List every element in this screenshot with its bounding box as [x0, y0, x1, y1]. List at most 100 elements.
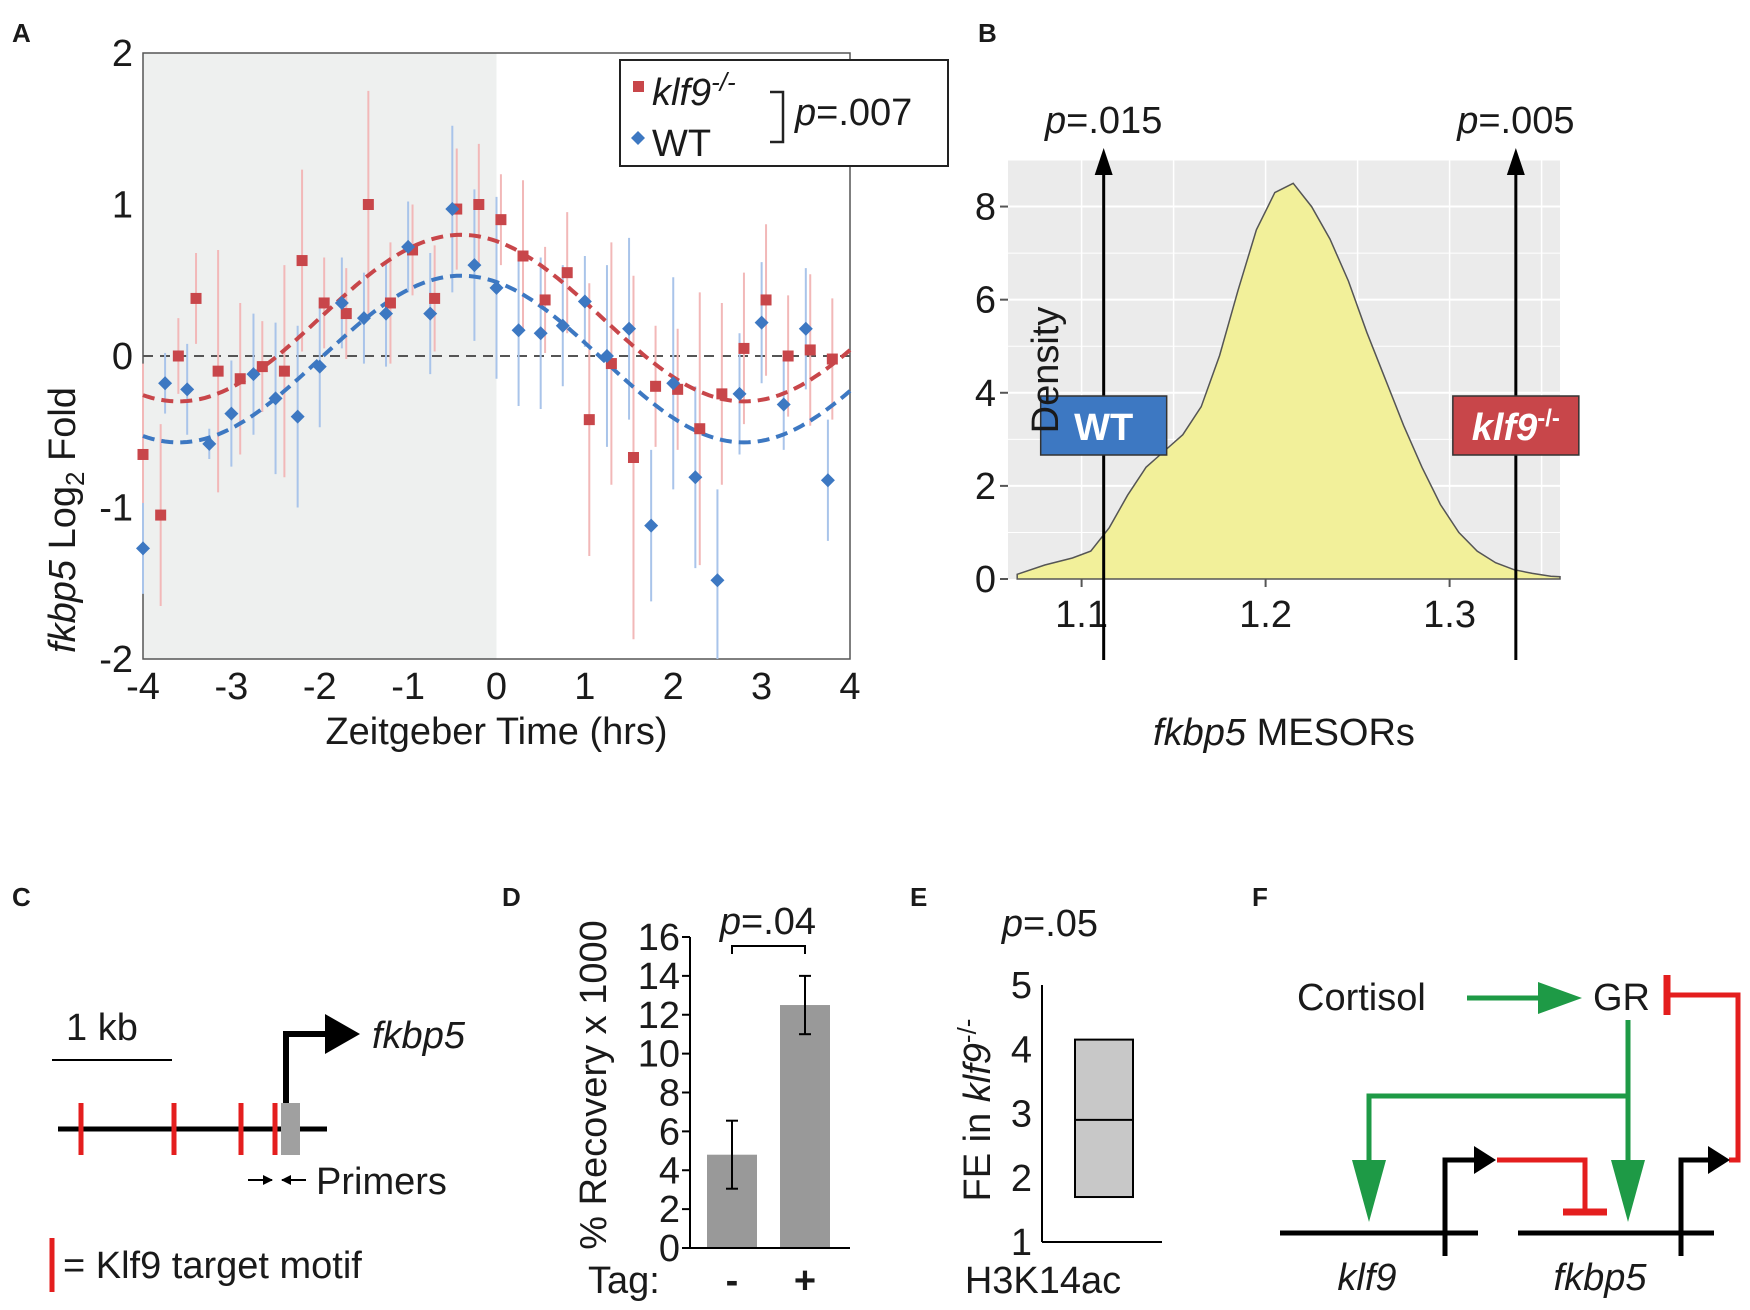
data-point-klf9 [362, 199, 374, 210]
y-tick-label: 4 [975, 373, 996, 415]
data-point-wt [599, 349, 614, 363]
data-point-klf9 [340, 308, 352, 320]
panel-a-scatter-chart: 2 1 0 -1 -2 -4 -3 -2 -1 0 1 2 3 4 Zeitgeber Time (hr… [42, 33, 949, 753]
panel-b-density-chart: 8 6 4 2 0 1.1 1.2 1.3 p=.015 WT p=.005 klf9-/- De… [975, 100, 1580, 754]
x-tick-label: -3 [214, 666, 248, 708]
density-curve [1016, 182, 1561, 580]
panel-label-c: C [12, 882, 31, 912]
x-tick-label: 1.2 [1239, 594, 1292, 636]
marker-label: klf9-/- [1472, 405, 1560, 449]
data-point-wt [445, 202, 460, 217]
data-point-klf9 [561, 267, 573, 279]
gr-label: GR [1593, 977, 1650, 1019]
fkbp5-promoter-arrow [1678, 1157, 1708, 1233]
category-label: - [726, 1260, 739, 1302]
data-point-klf9 [212, 365, 224, 377]
y-tick-label: 0 [975, 559, 996, 601]
pvalue-label: p=.005 [1456, 100, 1574, 142]
x-axis-label: fkbp5 MESORs [1153, 712, 1415, 754]
y-tick-label: 12 [638, 995, 680, 1037]
primers-label: Primers [316, 1161, 447, 1203]
data-point-klf9 [738, 342, 750, 354]
data-point-wt [290, 409, 305, 424]
klf9-promoter-arrow [1442, 1157, 1474, 1233]
panel-label-d: D [502, 882, 521, 912]
x-axis-label: Zeitgeber Time (hrs) [325, 711, 667, 753]
box [1074, 1038, 1134, 1199]
data-point-klf9 [826, 353, 838, 365]
data-point-wt [423, 306, 438, 321]
cortisol-to-gr-arrowhead [1538, 982, 1582, 1014]
data-point-wt [511, 323, 526, 338]
panel-e-box-chart: 5 4 3 2 1 H3K14ac FE in klf9-/- p=.05 [952, 903, 1162, 1302]
data-point-klf9 [804, 344, 816, 356]
data-point-wt [136, 541, 150, 556]
data-point-wt [710, 573, 725, 588]
category-label: + [794, 1260, 816, 1302]
data-point-klf9 [473, 199, 485, 210]
panel-c-gene-diagram: 1 kb fkbp5 Primers = Klf9 target motif [49, 1007, 466, 1292]
y-axis-label: % Recovery x 1000 [573, 920, 615, 1250]
data-point-wt [268, 391, 283, 406]
x-tick-label: 2 [663, 666, 684, 708]
data-point-klf9 [672, 383, 684, 395]
panel-label-b: B [978, 18, 997, 48]
y-axis-label: fkbp5 Log2 Fold [42, 387, 90, 653]
data-point-wt [246, 367, 261, 382]
x-tick-label: -2 [303, 666, 337, 708]
panel-label-f: F [1252, 882, 1268, 912]
y-tick-label: -2 [99, 639, 133, 681]
legend-klf9-label: klf9-/- [652, 67, 736, 114]
data-point-klf9 [716, 388, 728, 400]
significance-bracket [731, 945, 806, 954]
x-tick-label: 1 [574, 666, 595, 708]
data-point-wt [732, 386, 747, 401]
data-point-klf9 [190, 292, 202, 304]
data-point-klf9 [384, 297, 396, 309]
y-axis-label-sub: 2 [60, 472, 90, 486]
y-tick-label: 5 [1011, 965, 1032, 1007]
x-tick-label: 0 [486, 666, 507, 708]
tag-label: Tag: [588, 1260, 660, 1302]
y-tick-label: 0 [659, 1228, 680, 1270]
data-point-klf9 [155, 509, 167, 521]
data-point-klf9 [407, 244, 419, 256]
tss-arrow [283, 1031, 328, 1103]
pvalue-label: p=.015 [1044, 100, 1162, 142]
y-tick-label: 16 [638, 917, 680, 959]
y-axis-label-gene: fkbp5 [42, 559, 84, 653]
data-point-klf9 [256, 361, 268, 373]
data-point-wt [666, 376, 681, 391]
data-point-wt [356, 311, 371, 326]
data-point-klf9 [517, 250, 529, 262]
data-point-klf9 [296, 255, 308, 267]
legend-motif-label: = Klf9 target motif [63, 1245, 362, 1287]
x-tick-label: 1.3 [1423, 594, 1476, 636]
y-tick-label: 4 [659, 1150, 680, 1192]
y-tick-label: 2 [975, 466, 996, 508]
x-tick-label: 1.1 [1055, 594, 1108, 636]
data-point-klf9 [172, 350, 184, 362]
scale-bar-label: 1 kb [66, 1007, 138, 1049]
x-tick-label: -1 [391, 666, 425, 708]
data-point-wt [467, 258, 482, 273]
y-tick-label: 8 [975, 187, 996, 229]
marker-label: WT [1074, 407, 1133, 449]
legend-wt-label: WT [652, 123, 711, 165]
data-point-klf9 [429, 292, 441, 304]
data-point-klf9 [605, 358, 617, 370]
data-point-wt [798, 321, 813, 336]
data-point-wt [688, 470, 703, 485]
y-tick-label: 1 [1011, 1222, 1032, 1264]
legend-klf9-marker [633, 81, 644, 92]
legend-bracket [770, 90, 785, 144]
marker-box [1452, 395, 1580, 456]
legend: klf9-/- WT p=.007 [619, 59, 949, 167]
data-point-wt [202, 436, 217, 451]
y-tick-label: 10 [638, 1034, 680, 1076]
klf9-inhibits-fkbp5 [1497, 1157, 1588, 1210]
data-point-klf9 [539, 294, 551, 306]
data-point-klf9 [278, 365, 290, 377]
fkbp5-promoter-arrowhead [1708, 1146, 1730, 1174]
cortisol-label: Cortisol [1297, 977, 1426, 1019]
